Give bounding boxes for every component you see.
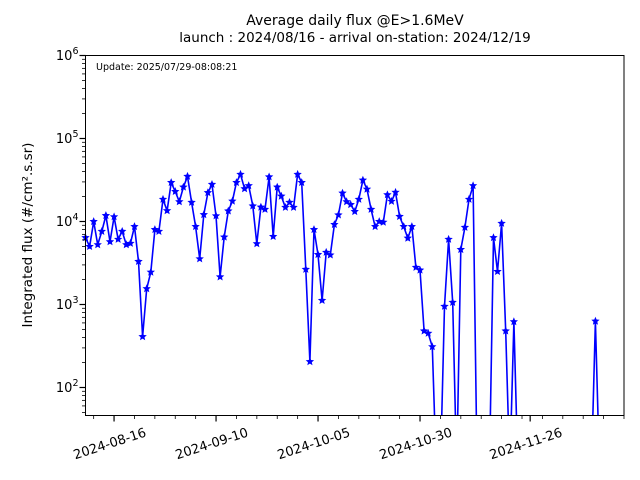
axes-frame (85, 55, 625, 416)
y-tick-label: 104 (56, 212, 79, 230)
x-tick-label: 2024-09-10 (174, 426, 250, 464)
y-tick-label: 105 (56, 129, 79, 147)
chart-subtitle: launch : 2024/08/16 - arrival on-station… (179, 30, 531, 46)
x-tick-label: 2024-11-26 (488, 426, 564, 464)
flux-markers (81, 169, 600, 366)
y-tick-label: 102 (56, 378, 79, 396)
update-timestamp: Update: 2025/07/29-08:08:21 (96, 62, 238, 73)
flux-line (84, 171, 599, 416)
y-axis-label: Integrated flux (#/cm².s.sr) (20, 142, 36, 328)
y-tick-label: 106 (56, 46, 79, 64)
x-tick-label: 2024-10-30 (378, 426, 454, 464)
x-tick-label: 2024-10-05 (276, 426, 352, 464)
x-tick-label: 2024-08-16 (72, 426, 148, 464)
chart-title: Average daily flux @E>1.6MeV (246, 13, 464, 29)
y-tick-label: 103 (56, 295, 79, 313)
